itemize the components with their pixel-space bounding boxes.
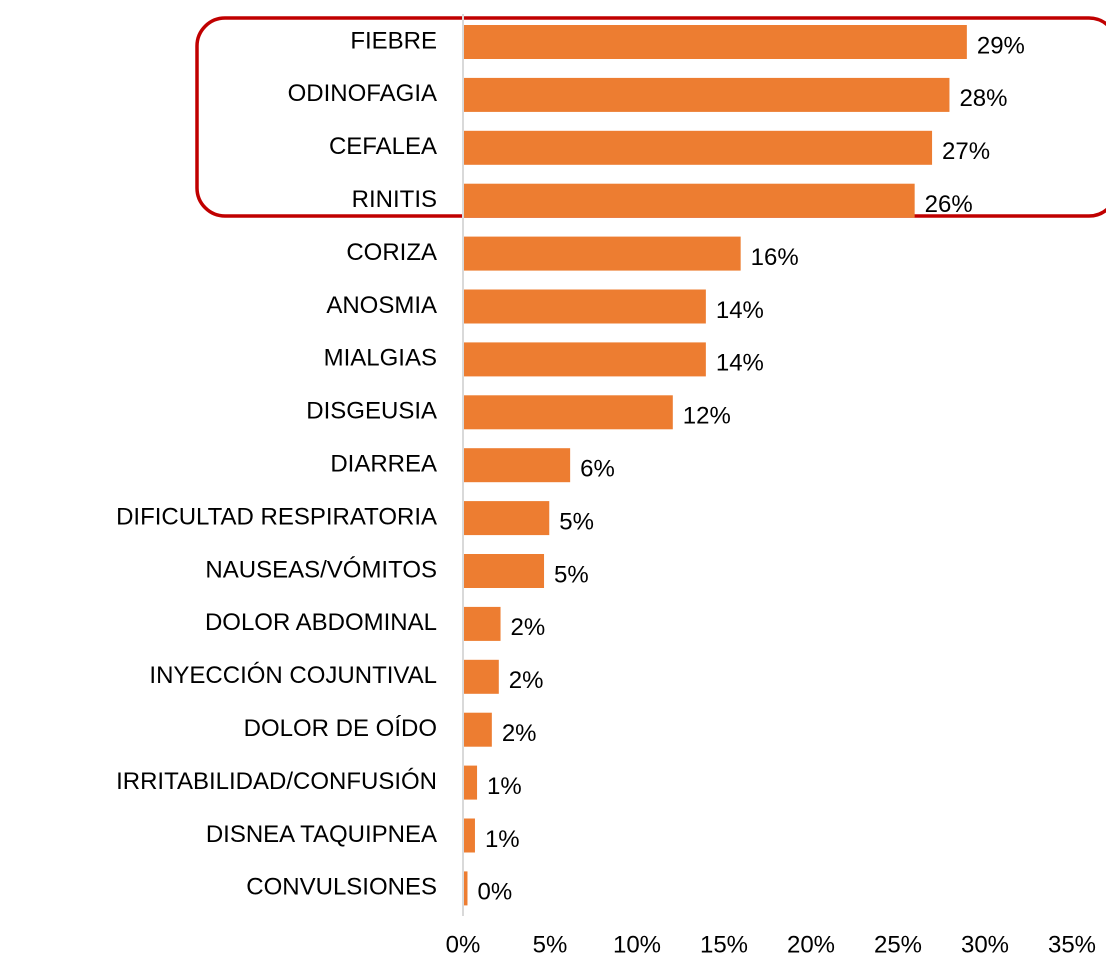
y-tick-label: CONVULSIONES — [246, 874, 437, 901]
y-tick-label: DIFICULTAD RESPIRATORIA — [116, 503, 437, 530]
value-label: 5% — [559, 508, 594, 535]
bar — [464, 448, 571, 483]
value-label: 1% — [487, 773, 522, 800]
bar — [464, 183, 915, 218]
y-tick-label: ODINOFAGIA — [288, 80, 437, 107]
x-tick-label: 30% — [961, 931, 1009, 958]
bar — [464, 289, 706, 324]
x-tick-label: 25% — [874, 931, 922, 958]
y-tick-label: ANOSMIA — [326, 292, 437, 319]
x-tick-label: 0% — [446, 931, 481, 958]
x-tick-label: 15% — [700, 931, 748, 958]
y-tick-label: DISGEUSIA — [306, 398, 437, 425]
value-label: 2% — [511, 614, 546, 641]
y-tick-label: NAUSEAS/VÓMITOS — [205, 556, 437, 583]
value-label: 27% — [942, 138, 990, 165]
bar — [464, 395, 673, 430]
value-label: 5% — [554, 561, 589, 588]
y-tick-label: IRRITABILIDAD/CONFUSIÓN — [116, 768, 437, 795]
y-tick-label: DISNEA TAQUIPNEA — [206, 821, 437, 848]
bar — [464, 77, 950, 112]
x-tick-label: 10% — [613, 931, 661, 958]
value-label: 26% — [925, 191, 973, 218]
bar — [464, 236, 741, 271]
value-label: 14% — [716, 350, 764, 377]
value-label: 6% — [580, 456, 615, 483]
y-tick-label: DOLOR ABDOMINAL — [205, 609, 437, 636]
value-label: 0% — [477, 879, 512, 906]
value-label: 2% — [509, 667, 544, 694]
x-tick-label: 35% — [1048, 931, 1096, 958]
x-tick-label: 5% — [533, 931, 568, 958]
bar — [464, 871, 468, 906]
bar — [464, 659, 499, 694]
x-tick-label: 20% — [787, 931, 835, 958]
bar — [464, 606, 501, 641]
value-label: 12% — [683, 403, 731, 430]
value-label: 29% — [977, 32, 1025, 59]
y-tick-label: CEFALEA — [329, 133, 437, 160]
bar — [464, 501, 550, 536]
bar — [464, 712, 492, 747]
value-label: 1% — [485, 826, 520, 853]
value-label: 16% — [751, 244, 799, 271]
bar — [464, 130, 933, 165]
y-tick-label: FIEBRE — [350, 27, 437, 54]
bar — [464, 818, 475, 853]
bar — [464, 342, 706, 377]
bar — [464, 765, 478, 800]
bar — [464, 554, 545, 588]
value-label: 14% — [716, 297, 764, 324]
y-tick-label: MIALGIAS — [324, 345, 437, 372]
y-tick-label: RINITIS — [352, 186, 437, 213]
y-tick-label: DIARREA — [330, 451, 437, 478]
bar — [464, 25, 967, 59]
y-tick-label: CORIZA — [346, 239, 437, 266]
value-label: 28% — [959, 85, 1007, 112]
y-tick-label: DOLOR DE OÍDO — [244, 715, 437, 742]
y-tick-label: INYECCIÓN COJUNTIVAL — [149, 662, 437, 689]
value-label: 2% — [502, 720, 537, 747]
